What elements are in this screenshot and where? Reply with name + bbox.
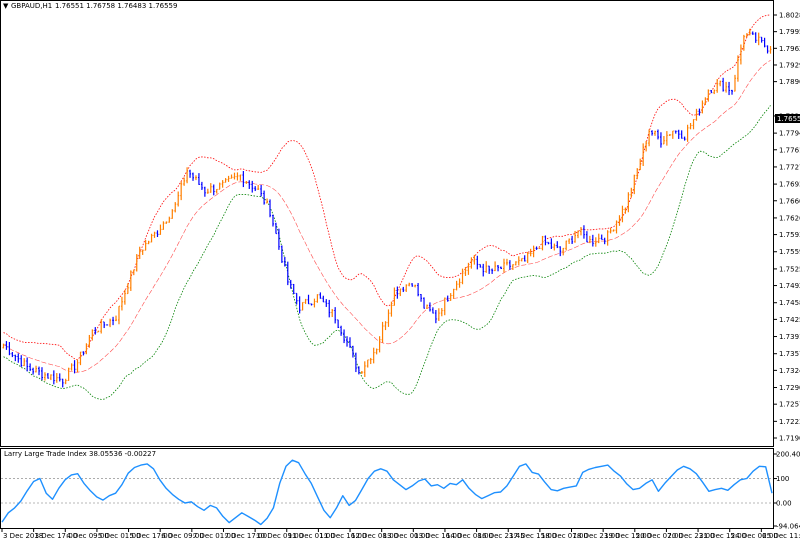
price-tick-label: 1.73570: [779, 350, 800, 358]
price-tick-label: 1.77610: [779, 146, 800, 154]
price-tick-label: 1.78960: [779, 78, 800, 86]
time-tick-label: 13 Dec 00:00: [383, 532, 430, 540]
price-tick-label: 1.75930: [779, 231, 800, 239]
time-tick-label: 24 Dec 06:00: [731, 532, 778, 540]
indicator-tick-label: 200.40538: [776, 451, 800, 459]
current-price-box: [775, 114, 800, 123]
time-tick-label: 6 Dec 09:00: [161, 532, 204, 540]
indicator-window: [0, 448, 774, 529]
price-tick-label: 1.72570: [779, 401, 800, 409]
time-tick-label: 12 Dec 08:00: [351, 532, 398, 540]
price-axis: 1.802801.799501.796201.792901.789601.782…: [773, 12, 800, 443]
price-tick-label: 1.74580: [779, 299, 800, 307]
price-tick-label: 1.71900: [779, 435, 800, 443]
time-tick-label: 21 Dec 15:00: [699, 532, 746, 540]
price-tick-label: 1.80280: [779, 12, 800, 20]
price-tick-label: 1.79290: [779, 61, 800, 69]
time-tick-label: 25 Dec 11:00: [762, 532, 800, 540]
price-window: [0, 0, 774, 447]
price-tick-label: 1.79620: [779, 45, 800, 53]
indicator-tick-label: -94.06481: [776, 523, 800, 531]
time-tick-label: 20 Dec 23:00: [667, 532, 714, 540]
symbol-header: GBPAUD,H1: [11, 2, 52, 10]
price-tick-label: 1.77940: [779, 130, 800, 138]
current-price-tag: 1.76559: [775, 114, 800, 123]
current-price-label: 1.76559: [777, 115, 800, 123]
time-tick-label: 19 Dec 15:00: [604, 532, 651, 540]
price-tick-label: 1.76930: [779, 181, 800, 189]
window-menu-icon[interactable]: ▼: [3, 2, 9, 10]
time-tick-label: 3 Dec 2018: [3, 532, 43, 540]
time-tick-label: 5 Dec 01:00: [98, 532, 141, 540]
price-tick-label: 1.72900: [779, 384, 800, 392]
time-tick-label: 20 Dec 07:00: [636, 532, 683, 540]
time-tick-label: 17 Dec 15:00: [509, 532, 556, 540]
moving-average-line: [3, 59, 771, 373]
price-tick-label: 1.79950: [779, 28, 800, 36]
indicator-line: [1, 459, 773, 526]
candles-layer: [2, 28, 772, 388]
price-tick-label: 1.74250: [779, 316, 800, 324]
indicator-tick-label: 100: [776, 475, 789, 483]
time-tick-label: 5 Dec 17:00: [130, 532, 173, 540]
time-tick-label: 18 Dec 07:00: [541, 532, 588, 540]
time-tick-label: 7 Dec 17:00: [224, 532, 267, 540]
time-tick-label: 16 Dec 23:45: [478, 532, 525, 540]
indicator-tick-label: 0.00: [776, 500, 792, 508]
price-tick-label: 1.77270: [779, 163, 800, 171]
time-tick-label: 4 Dec 09:00: [66, 532, 109, 540]
time-tick-label: 10 Dec 09:00: [256, 532, 303, 540]
price-tick-label: 1.76260: [779, 214, 800, 222]
indicator-title: Larry Large Trade Index 38.05536 -0.0022…: [4, 450, 156, 458]
time-tick-label: 18 Dec 23:00: [573, 532, 620, 540]
time-tick-label: 13 Dec 16:00: [414, 532, 461, 540]
time-tick-label: 11 Dec 16:00: [319, 532, 366, 540]
price-tick-label: 1.75250: [779, 265, 800, 273]
time-tick-label: 11 Dec 01:00: [288, 532, 335, 540]
time-tick-label: 14 Dec 08:00: [446, 532, 493, 540]
time-tick-label: 3 Dec 17:00: [35, 532, 78, 540]
lower-band-line: [3, 105, 771, 400]
price-tick-label: 1.73240: [779, 367, 800, 375]
price-tick-label: 1.76600: [779, 197, 800, 205]
time-tick-label: 7 Dec 01:00: [193, 532, 236, 540]
price-tick-label: 1.75590: [779, 248, 800, 256]
ohlc-header: 1.76551 1.76758 1.76483 1.76559: [55, 2, 177, 10]
price-tick-label: 1.73910: [779, 333, 800, 341]
indicator-layer: [1, 459, 773, 526]
price-tick-label: 1.72230: [779, 418, 800, 426]
indicator-axis: 200.40538 100 0.00 -94.06481: [773, 451, 800, 531]
price-tick-label: 1.74920: [779, 282, 800, 290]
